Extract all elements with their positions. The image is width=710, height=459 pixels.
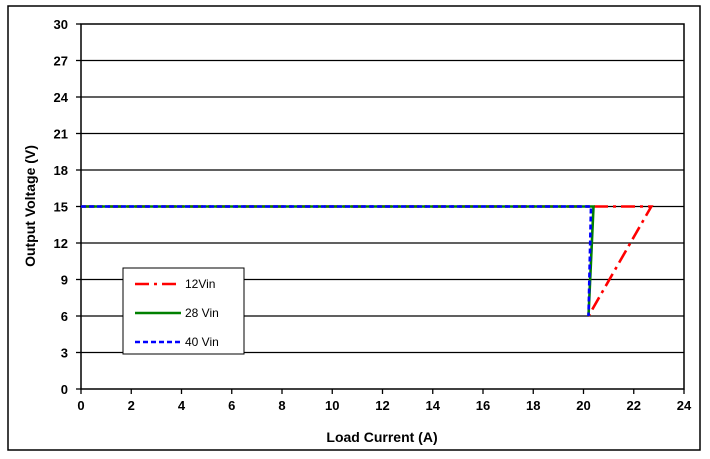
x-tick-label: 16 [476,398,490,413]
x-tick-label: 20 [576,398,590,413]
series-line [81,205,593,317]
legend-label: 28 Vin [185,306,219,320]
x-tick-label: 18 [526,398,540,413]
x-tick-label: 8 [278,398,285,413]
y-tick-label: 18 [54,163,68,178]
legend-label: 12Vin [185,277,215,291]
legend: 12Vin 28 Vin 40 Vin [122,267,245,355]
x-axis-label: Load Current (A) [326,429,437,445]
x-tick-label: 2 [128,398,135,413]
x-tick-label: 10 [325,398,339,413]
y-tick-label: 21 [54,127,68,142]
x-tick-label: 6 [228,398,235,413]
y-tick-label: 27 [54,54,68,69]
y-tick-label: 3 [61,346,68,361]
x-tick-label: 24 [677,398,692,413]
x-tick-label: 4 [178,398,186,413]
x-tick-label: 14 [426,398,441,413]
y-tick-label: 9 [61,273,68,288]
legend-box [122,267,245,355]
y-tick-label: 12 [54,236,68,251]
chart-frame [7,5,701,451]
y-tick-label: 15 [54,200,68,215]
x-tick-label: 22 [627,398,641,413]
y-tick-label: 6 [61,309,68,324]
y-axis-label: Output Voltage (V) [22,145,38,267]
y-tick-label: 30 [54,17,68,32]
x-tick-label: 12 [375,398,389,413]
y-tick-label: 24 [54,90,69,105]
legend-label: 40 Vin [185,335,219,349]
y-tick-label: 0 [61,382,68,397]
series-lines [81,205,654,317]
x-tick-label: 0 [77,398,84,413]
